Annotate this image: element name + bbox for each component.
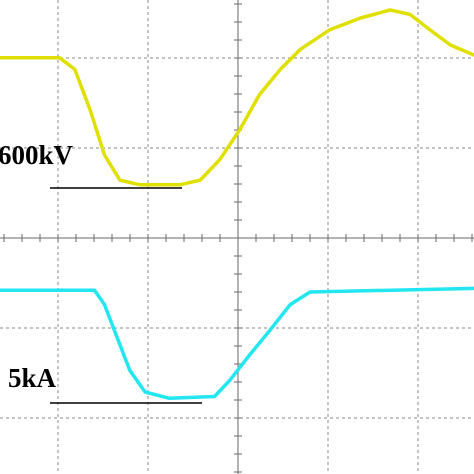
trace xyxy=(0,8,474,187)
current-scale-label: 5kA xyxy=(8,363,57,393)
trace xyxy=(0,286,474,401)
traces xyxy=(0,8,474,401)
voltage-scale-label: 600kV xyxy=(0,140,74,170)
